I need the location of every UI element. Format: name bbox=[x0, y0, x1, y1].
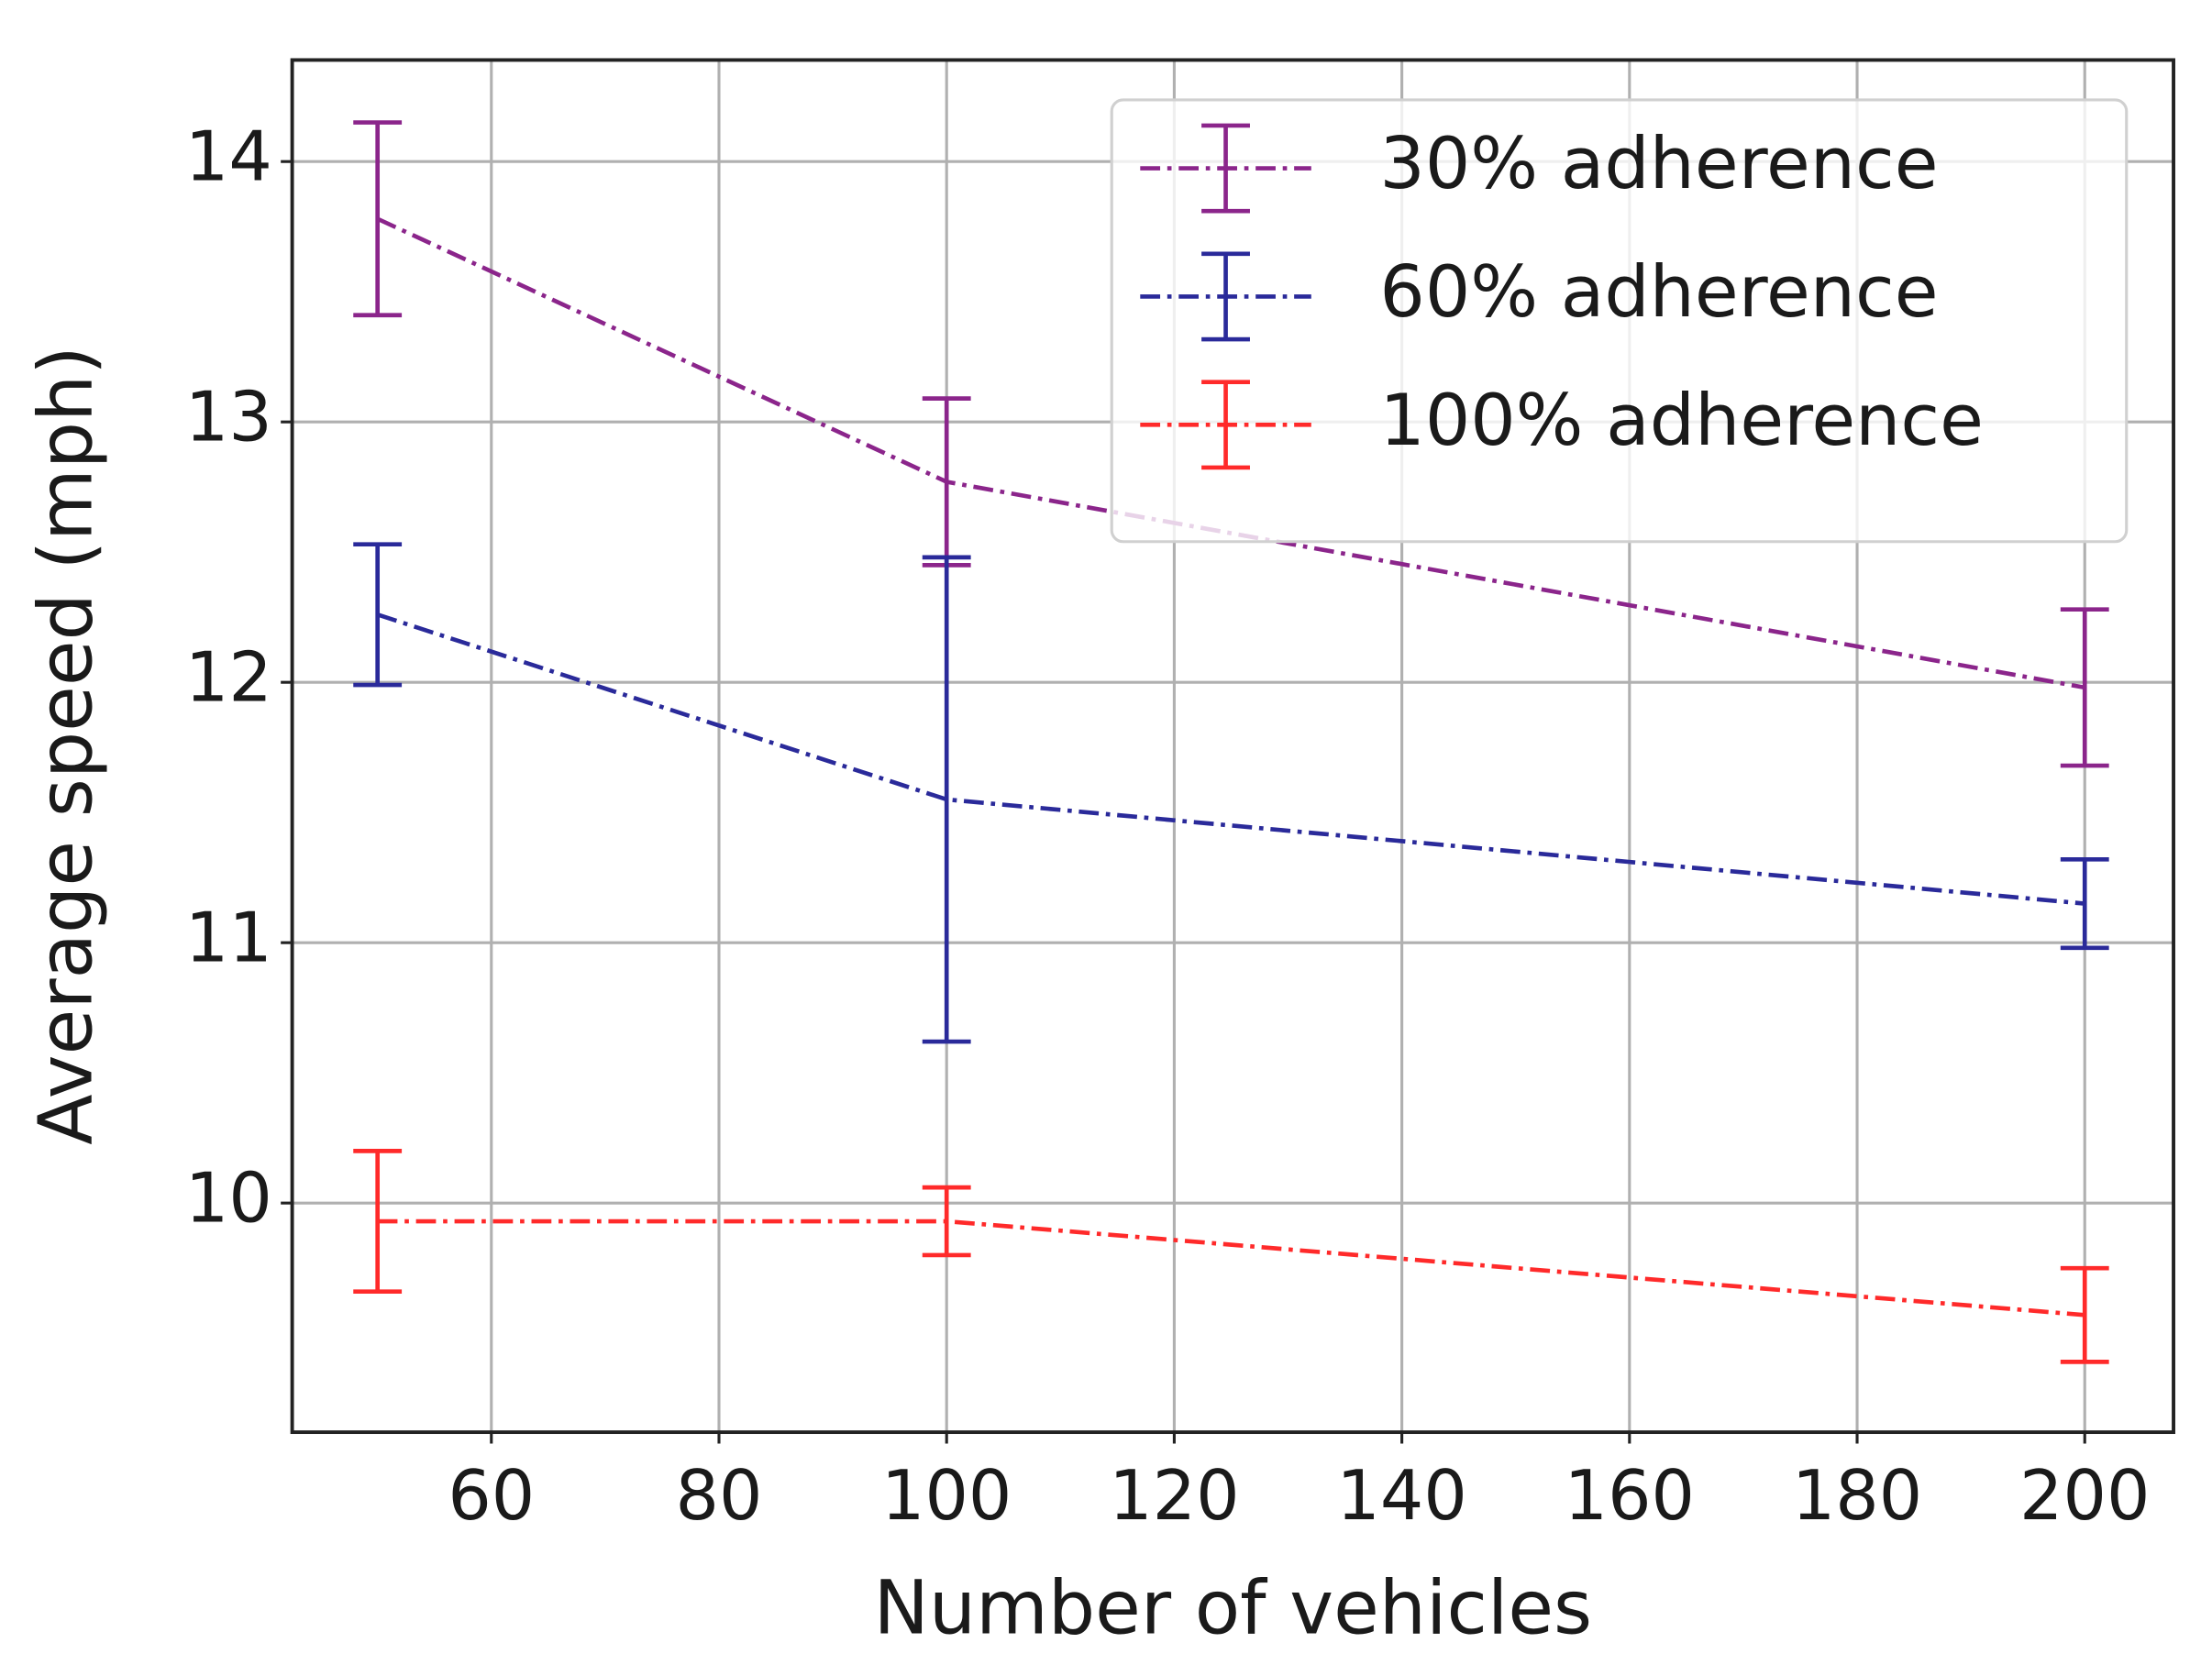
y-tick-label: 11 bbox=[185, 899, 272, 978]
x-tick-label: 80 bbox=[676, 1456, 763, 1536]
x-tick-label: 100 bbox=[881, 1456, 1012, 1536]
x-tick-label: 60 bbox=[448, 1456, 535, 1536]
series-line bbox=[376, 612, 2085, 906]
y-tick-label: 13 bbox=[185, 378, 272, 458]
y-axis-label: Average speed (mph) bbox=[24, 346, 110, 1145]
legend-errorbar bbox=[1201, 123, 1250, 214]
y-tick-label: 10 bbox=[185, 1159, 272, 1239]
error-bar bbox=[2060, 1265, 2109, 1364]
plot-area bbox=[353, 120, 2109, 1364]
x-axis-label: Number of vehicles bbox=[873, 1565, 1592, 1651]
legend-errorbar bbox=[1201, 251, 1250, 342]
error-bar bbox=[922, 1185, 971, 1258]
series-line bbox=[377, 1218, 2085, 1318]
error-bar bbox=[922, 555, 971, 1044]
error-bar bbox=[353, 1149, 403, 1295]
x-tick-label: 140 bbox=[1336, 1456, 1466, 1536]
legend-box bbox=[1110, 98, 2129, 544]
legend: 30% adherence 60% adherence 100% adherence bbox=[1110, 98, 2129, 544]
legend-label: 100% adherence bbox=[1379, 380, 1984, 462]
x-tick-label: 160 bbox=[1565, 1456, 1695, 1536]
axes-frame bbox=[290, 58, 2175, 1435]
legend-errorbar bbox=[1201, 380, 1250, 470]
error-bar bbox=[353, 542, 403, 688]
x-tick-label: 200 bbox=[2019, 1456, 2150, 1536]
legend-label: 60% adherence bbox=[1379, 251, 1938, 334]
error-bar bbox=[353, 120, 403, 318]
error-bar bbox=[2060, 856, 2109, 951]
y-tick-label: 12 bbox=[185, 638, 272, 718]
x-tick-label: 120 bbox=[1109, 1456, 1239, 1536]
error-bar bbox=[2060, 607, 2109, 768]
x-tick-label: 180 bbox=[1792, 1456, 1922, 1536]
legend-label: 30% adherence bbox=[1379, 123, 1938, 205]
y-tick-label: 14 bbox=[185, 117, 272, 197]
error-bar bbox=[922, 396, 971, 568]
